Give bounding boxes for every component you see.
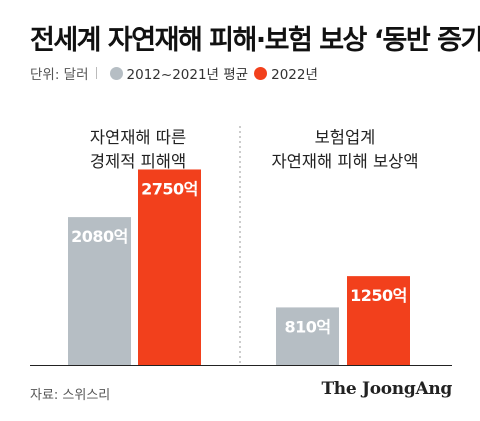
legend-label-average: 2012~2021년 평균 <box>126 67 249 83</box>
group-label-2-line-2: 자연재해 피해 보상액 <box>271 152 418 171</box>
legend-divider <box>95 67 97 79</box>
unit-label: 단위: 달러 <box>30 67 89 83</box>
group-label-2-line-1: 보험업계 <box>315 128 376 147</box>
value-label-2-average: 810억 <box>284 317 330 336</box>
value-label-2-2022: 1250억 <box>350 286 407 305</box>
legend-swatch-2022 <box>254 66 268 80</box>
value-label-1-2022: 2750억 <box>141 179 198 198</box>
bar-1-2022 <box>138 169 201 365</box>
group-label-1-line-1: 자연재해 따른 <box>90 128 186 147</box>
bar-1-average <box>68 217 131 365</box>
group-label-1-line-2: 경제적 피해액 <box>90 152 186 171</box>
source-note: 자료: 스위스리 <box>30 388 111 403</box>
bar-2-average <box>276 307 339 365</box>
legend: 단위: 달러 2012~2021년 평균 2022년 <box>30 63 318 83</box>
chart-title: 전세계 자연재해 피해·보험 보상 ‘동반 증가’ <box>30 25 480 56</box>
value-label-1-average: 2080억 <box>71 227 128 246</box>
bar-2-2022 <box>347 276 410 365</box>
legend-swatch-average <box>109 66 123 80</box>
legend-label-2022: 2022년 <box>271 67 318 83</box>
brand-logo: The JoongAng <box>321 379 452 399</box>
